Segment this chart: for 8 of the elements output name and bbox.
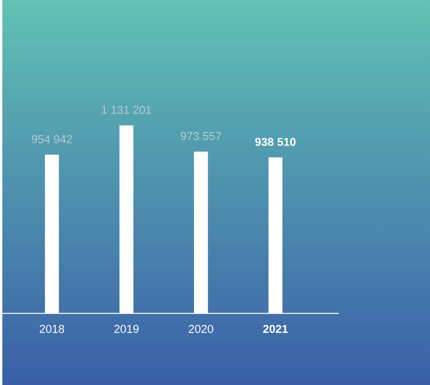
x-tick-label: 2020 xyxy=(188,324,214,333)
data-label: 1 131 201 xyxy=(102,106,152,114)
data-label: 973 557 xyxy=(180,132,221,140)
data-label: 938 510 xyxy=(255,138,296,146)
x-tick-label: 2019 xyxy=(114,324,139,333)
x-tick-label: 2018 xyxy=(40,324,64,333)
data-label: 954 942 xyxy=(32,135,72,144)
x-tick-label: 2021 xyxy=(263,324,288,333)
